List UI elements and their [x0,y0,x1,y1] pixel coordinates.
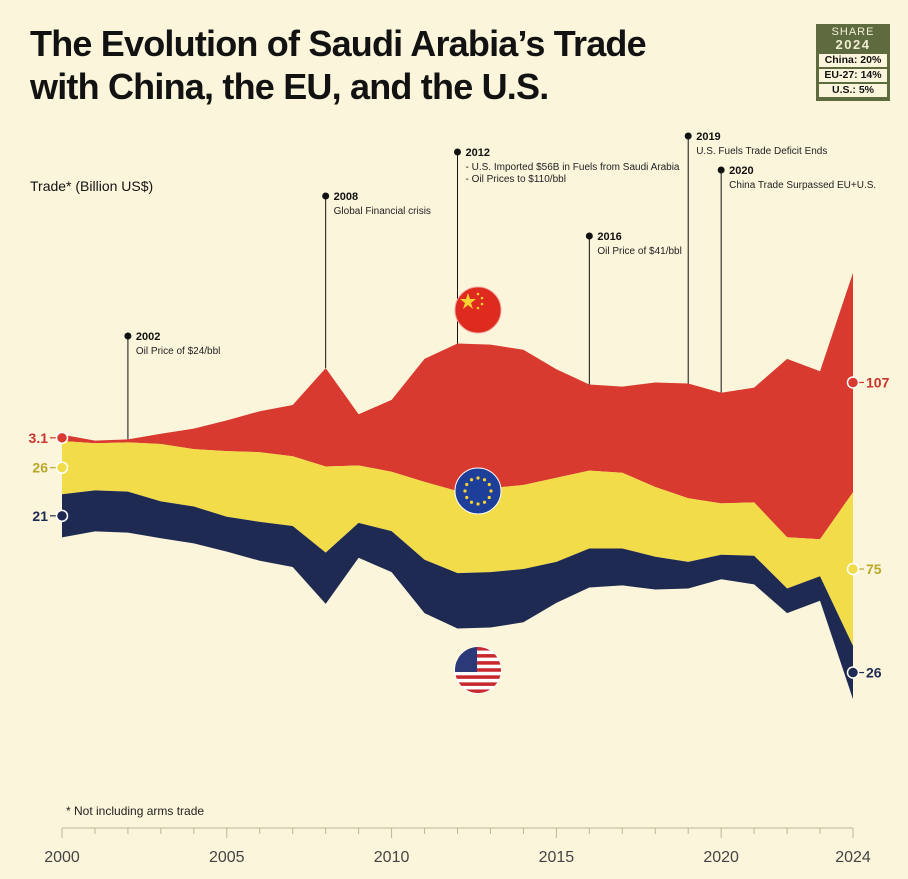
area-china [62,272,853,540]
annotation-dot [684,132,692,140]
eu-flag-star [469,500,474,504]
us-flag-icon [454,646,502,694]
x-tick-label: 2015 [539,849,575,866]
annotation-year: 2012 [466,147,490,159]
annotation-text: China Trade Surpassed EU+U.S. [729,180,876,191]
us-flag-stripe [455,668,501,672]
share-year: 2024 [835,37,871,52]
annotation-text: U.S. Fuels Trade Deficit Ends [696,146,827,157]
annotation-2019: 2019 U.S. Fuels Trade Deficit Ends [684,131,827,384]
area-eu [62,441,853,646]
eu-flag-star [469,478,474,482]
share-us: U.S.: 5% [819,84,887,97]
eu-flag-star [482,478,487,482]
footnote: * Not including arms trade [66,804,205,818]
annotation-year: 2020 [729,165,753,177]
x-tick-label: 2010 [374,849,410,866]
us-flag-stripe [455,689,501,693]
annotation-2002: 2002 Oil Price of $24/bbl [124,331,221,440]
us-flag-stripe [455,675,501,679]
annotation-text: Oil Price of $41/bbl [597,246,682,257]
eu-flag-star [463,489,467,493]
annotation-2020: 2020 China Trade Surpassed EU+U.S. [717,165,876,393]
title-line-1: The Evolution of Saudi Arabia’s Trade [30,23,647,64]
x-tick-label: 2024 [835,849,871,866]
share-header: SHARE [831,26,875,38]
eu-flag-star [482,500,487,504]
title-line-2: with China, the EU, and the U.S. [30,66,549,107]
eu-flag-star [476,502,480,506]
start-label-china: 3.1 [29,430,49,446]
annotation-year: 2019 [696,131,720,143]
annotation-year: 2008 [334,191,358,203]
annotation-year: 2016 [597,231,621,243]
eu-flag-star [476,476,480,480]
us-flag-stripe [455,661,501,665]
china-flag-icon [454,286,502,334]
annotation-dot [124,332,132,340]
eu-flag-star [487,482,491,487]
eu-flag-star [489,489,493,493]
end-label-china: 107 [866,374,890,390]
x-tick-label: 2000 [44,849,80,866]
x-tick-label: 2020 [703,849,739,866]
chart-title: The Evolution of Saudi Arabia’s Trade wi… [30,22,647,108]
annotation-2016: 2016 Oil Price of $41/bbl [585,231,682,385]
share-eu: EU-27: 14% [819,69,887,82]
annotation-dot [585,232,593,240]
start-dot-china [55,431,69,445]
annotation-dot [454,148,461,156]
area-us [62,490,853,700]
eu-flag-star [487,495,491,500]
start-label-eu: 26 [32,460,48,476]
us-flag-stripe [455,654,501,658]
annotation-dot [322,192,330,200]
annotation-dot [717,166,725,174]
eu-flag-icon [454,467,502,515]
annotation-text: - U.S. Imported $56B in Fuels from Saudi… [466,162,680,173]
x-tick-label: 2005 [209,849,245,866]
annotation-2008: 2008 Global Financial crisis [322,191,431,369]
start-dot-us [55,509,69,523]
start-dot-eu [55,461,69,474]
eu-flag-star [465,495,469,500]
end-label-us: 26 [866,665,882,681]
us-flag-stripe [455,647,501,651]
y-axis-label: Trade* (Billion US$) [30,178,154,194]
start-label-us: 21 [32,508,48,524]
end-label-eu: 75 [866,561,882,577]
annotation-year: 2002 [136,331,160,343]
share-legend-box: SHARE 2024 China: 20% EU-27: 14% U.S.: 5… [816,24,890,101]
share-china: China: 20% [819,54,887,67]
end-dot-us [846,666,860,679]
eu-flag-star [465,482,469,487]
us-flag-stripe [455,682,501,686]
end-dot-eu [846,562,860,576]
annotation-text: - Oil Prices to $110/bbl [466,174,566,185]
end-dot-china [846,376,860,389]
annotation-text: Global Financial crisis [334,206,431,217]
us-flag-canton [455,647,477,672]
annotation-text: Oil Price of $24/bbl [136,346,221,357]
